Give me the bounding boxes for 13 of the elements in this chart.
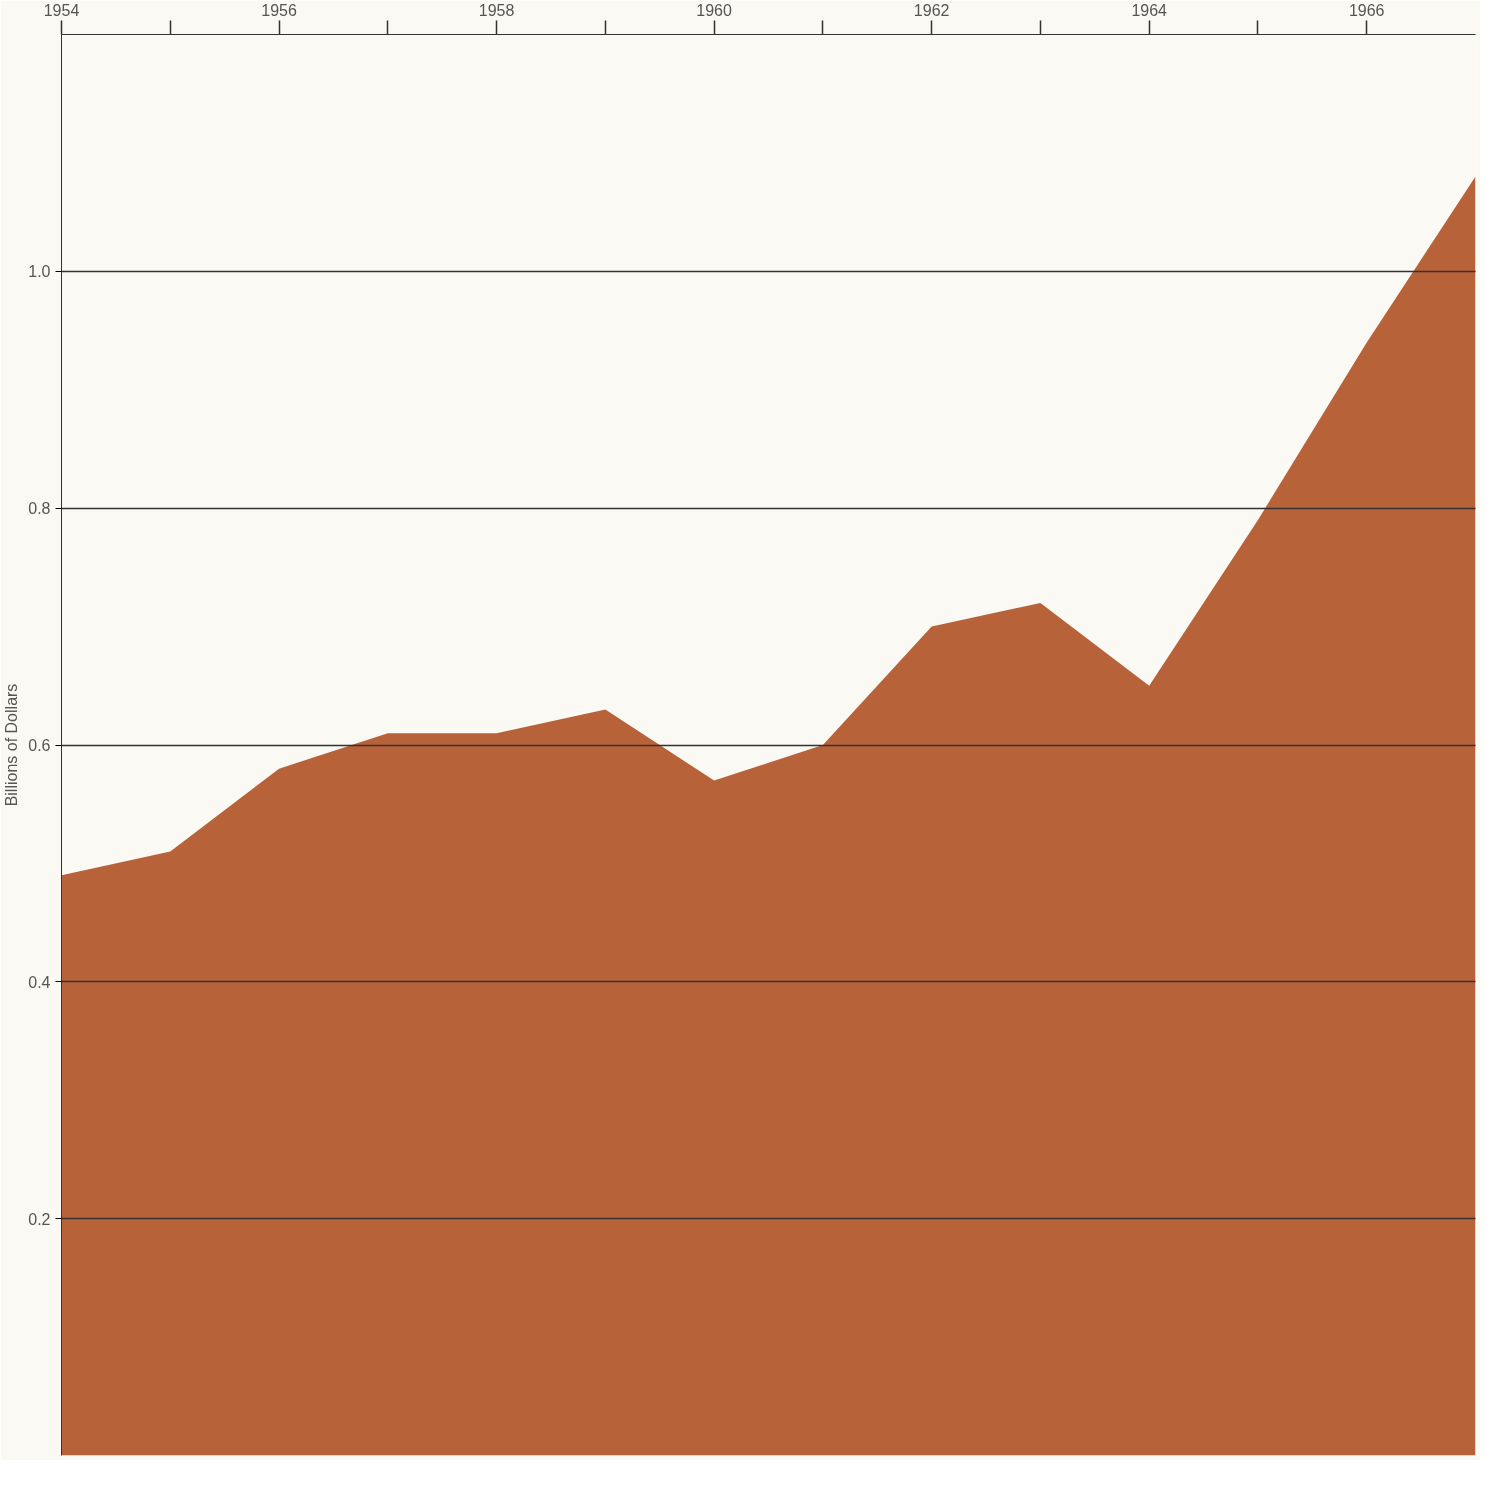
- x-tick-label: 1958: [478, 1, 515, 19]
- y-tick-label: 1.0: [28, 263, 51, 281]
- x-tick-label: 1960: [696, 1, 733, 19]
- x-tick-label: 1962: [913, 1, 950, 19]
- y-tick-label: 0.8: [28, 500, 51, 518]
- y-axis-title: Billions of Dollars: [3, 683, 21, 807]
- y-tick-label: 0.4: [28, 973, 51, 991]
- y-tick-label: 0.2: [28, 1210, 51, 1228]
- x-tick-label: 1954: [43, 1, 80, 19]
- y-tick-label: 0.6: [28, 737, 51, 754]
- x-tick-label: 1966: [1348, 1, 1385, 19]
- x-tick-label: 1956: [261, 1, 297, 19]
- x-tick-label: 1964: [1131, 1, 1168, 19]
